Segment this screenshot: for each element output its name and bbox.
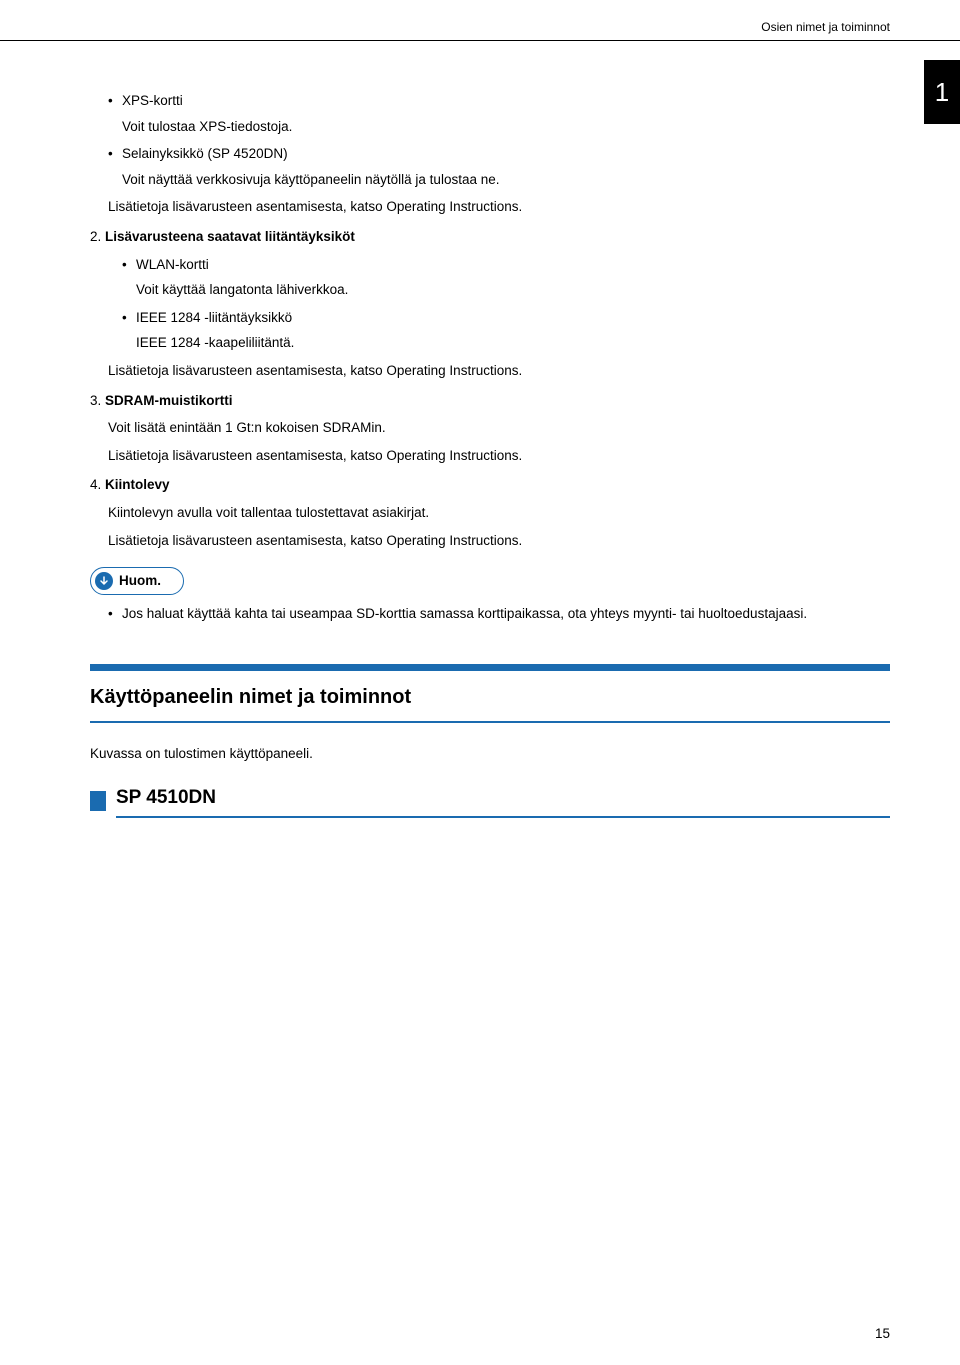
top-bullet-list: XPS-kortti Voit tulostaa XPS-tiedostoja.… (90, 90, 890, 190)
section-title: Kiintolevy (105, 477, 170, 492)
numbered-section-3: 3. SDRAM-muistikortti (90, 390, 890, 412)
item-desc: IEEE 1284 -kaapeliliitäntä. (136, 332, 890, 354)
nested-list-2: WLAN-kortti Voit käyttää langatonta lähi… (90, 254, 890, 354)
section-number: 2. (90, 229, 101, 244)
list-item-ieee: IEEE 1284 -liitäntäyksikkö IEEE 1284 -ka… (122, 307, 890, 354)
page-number: 15 (875, 1326, 890, 1341)
note-label: Huom. (119, 570, 161, 592)
item-title: XPS-kortti (122, 93, 183, 108)
item-desc: Voit näyttää verkkosivuja käyttöpaneelin… (122, 169, 890, 191)
note-item: Jos haluat käyttää kahta tai useampaa SD… (108, 603, 890, 625)
section-title: Lisävarusteena saatavat liitäntäyksiköt (105, 229, 355, 244)
page-container: Osien nimet ja toiminnot 1 XPS-kortti Vo… (0, 0, 960, 1365)
section-title: SDRAM-muistikortti (105, 393, 233, 408)
chapter-tab: 1 (924, 60, 960, 124)
section-heading: Käyttöpaneelin nimet ja toiminnot (90, 664, 890, 723)
section-number: 4. (90, 477, 101, 492)
header-section-title: Osien nimet ja toiminnot (761, 20, 890, 34)
numbered-section-2: 2. Lisävarusteena saatavat liitäntäyksik… (90, 226, 890, 248)
section-desc: Voit lisätä enintään 1 Gt:n kokoisen SDR… (108, 417, 890, 439)
list-item-xps: XPS-kortti Voit tulostaa XPS-tiedostoja. (108, 90, 890, 137)
arrow-down-icon (95, 572, 113, 590)
item-desc: Voit tulostaa XPS-tiedostoja. (122, 116, 890, 138)
footer-note: Lisätietoja lisävarusteen asentamisesta,… (108, 196, 890, 218)
list-item-selain: Selainyksikkö (SP 4520DN) Voit näyttää v… (108, 143, 890, 190)
model-name: SP 4510DN (116, 783, 890, 818)
note-list: Jos haluat käyttää kahta tai useampaa SD… (90, 603, 890, 625)
header-rule (0, 40, 960, 41)
item-title: IEEE 1284 -liitäntäyksikkö (136, 310, 292, 325)
footer-note: Lisätietoja lisävarusteen asentamisesta,… (108, 530, 890, 552)
note-badge: Huom. (90, 567, 184, 595)
main-content: XPS-kortti Voit tulostaa XPS-tiedostoja.… (90, 90, 890, 818)
section-number: 3. (90, 393, 101, 408)
footer-note: Lisätietoja lisävarusteen asentamisesta,… (108, 360, 890, 382)
section-intro: Kuvassa on tulostimen käyttöpaneeli. (90, 743, 890, 765)
footer-note: Lisätietoja lisävarusteen asentamisesta,… (108, 445, 890, 467)
numbered-section-4: 4. Kiintolevy (90, 474, 890, 496)
section-desc: Kiintolevyn avulla voit tallentaa tulost… (108, 502, 890, 524)
item-title: Selainyksikkö (SP 4520DN) (122, 146, 288, 161)
item-desc: Voit käyttää langatonta lähiverkkoa. (136, 279, 890, 301)
item-title: WLAN-kortti (136, 257, 209, 272)
accent-bar (90, 791, 106, 811)
list-item-wlan: WLAN-kortti Voit käyttää langatonta lähi… (122, 254, 890, 301)
model-heading: SP 4510DN (90, 783, 890, 818)
